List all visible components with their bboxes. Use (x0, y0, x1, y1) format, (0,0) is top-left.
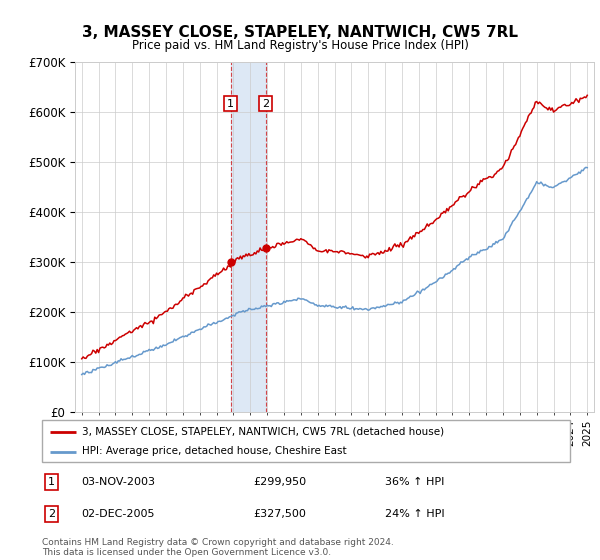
Text: Contains HM Land Registry data © Crown copyright and database right 2024.
This d: Contains HM Land Registry data © Crown c… (42, 538, 394, 557)
Text: 3, MASSEY CLOSE, STAPELEY, NANTWICH, CW5 7RL: 3, MASSEY CLOSE, STAPELEY, NANTWICH, CW5… (82, 25, 518, 40)
Text: 03-NOV-2003: 03-NOV-2003 (82, 477, 155, 487)
Text: 2: 2 (262, 99, 269, 109)
Bar (231, 62, 266, 412)
Text: 3, MASSEY CLOSE, STAPELEY, NANTWICH, CW5 7RL (detached house): 3, MASSEY CLOSE, STAPELEY, NANTWICH, CW5… (82, 427, 444, 437)
Text: HPI: Average price, detached house, Cheshire East: HPI: Average price, detached house, Ches… (82, 446, 346, 456)
Text: 24% ↑ HPI: 24% ↑ HPI (385, 508, 445, 519)
Text: Price paid vs. HM Land Registry's House Price Index (HPI): Price paid vs. HM Land Registry's House … (131, 39, 469, 52)
Text: £327,500: £327,500 (253, 508, 306, 519)
Text: 36% ↑ HPI: 36% ↑ HPI (385, 477, 445, 487)
Text: 2: 2 (48, 508, 55, 519)
Text: 1: 1 (48, 477, 55, 487)
Text: 02-DEC-2005: 02-DEC-2005 (82, 508, 155, 519)
FancyBboxPatch shape (42, 420, 570, 462)
Text: £299,950: £299,950 (253, 477, 307, 487)
Text: 1: 1 (227, 99, 234, 109)
